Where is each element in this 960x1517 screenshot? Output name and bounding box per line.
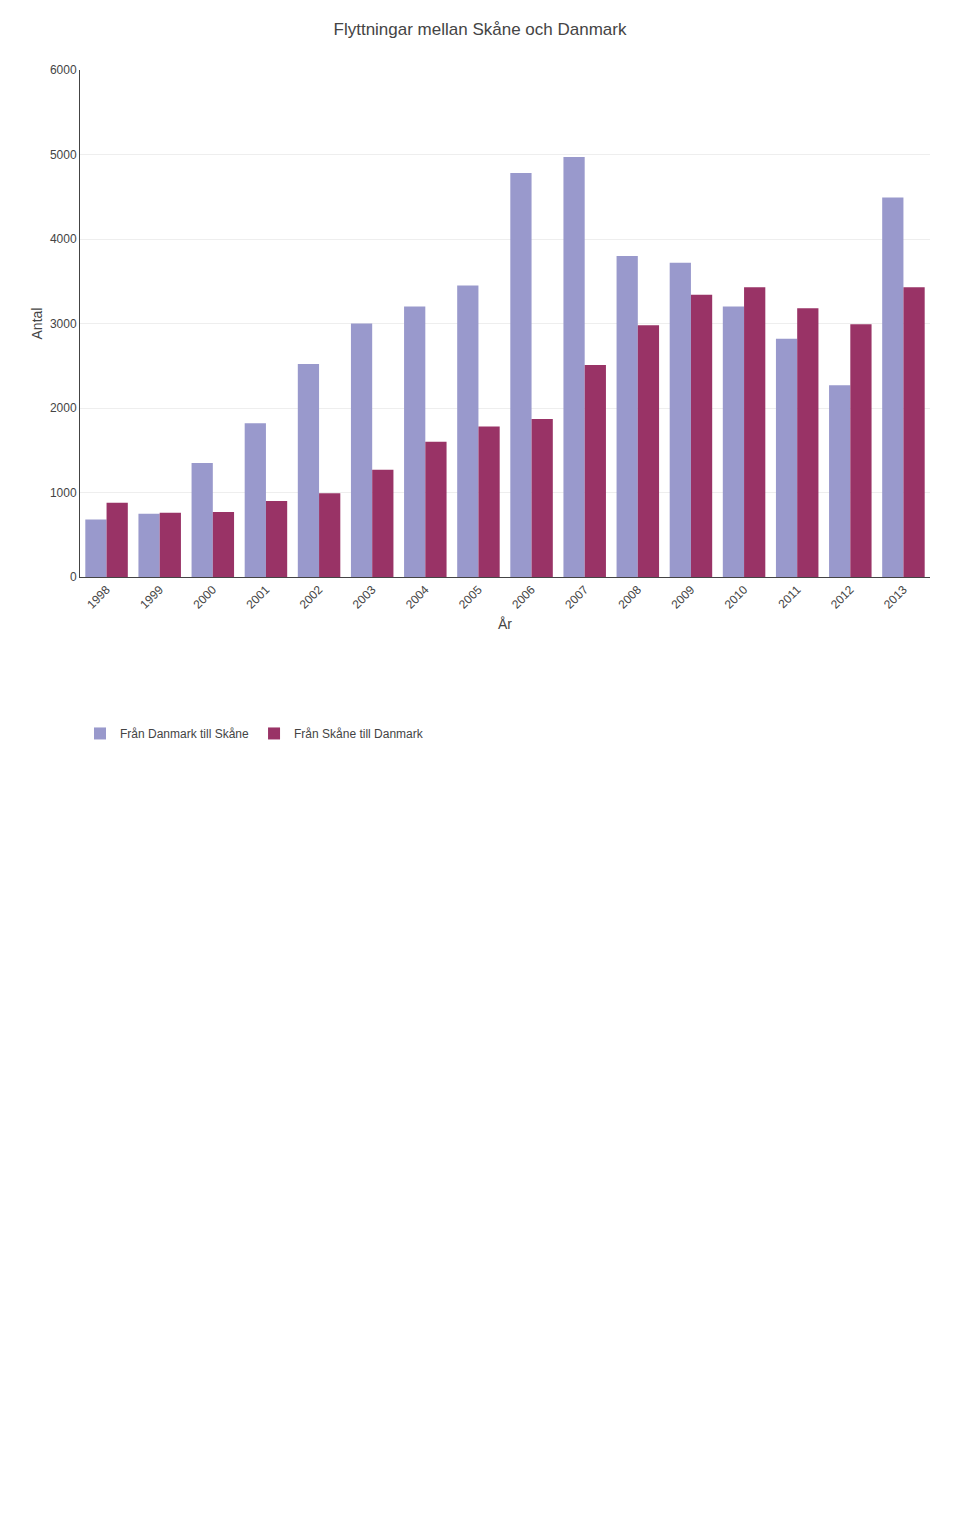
svg-text:4000: 4000 xyxy=(50,232,77,246)
svg-text:2008: 2008 xyxy=(615,583,644,612)
svg-text:6000: 6000 xyxy=(50,63,77,77)
svg-text:År: År xyxy=(498,616,512,632)
svg-text:2001: 2001 xyxy=(244,583,273,612)
svg-text:5000: 5000 xyxy=(50,148,77,162)
svg-text:1999: 1999 xyxy=(137,583,166,612)
svg-text:1000: 1000 xyxy=(50,486,77,500)
svg-text:1998: 1998 xyxy=(84,583,113,612)
svg-text:2004: 2004 xyxy=(403,583,432,612)
svg-text:2000: 2000 xyxy=(50,401,77,415)
svg-text:2002: 2002 xyxy=(297,583,326,612)
svg-text:2007: 2007 xyxy=(562,583,591,612)
svg-text:Från Skåne till Danmark: Från Skåne till Danmark xyxy=(294,727,424,741)
svg-text:2010: 2010 xyxy=(722,583,751,612)
svg-text:Flyttningar mellan Skåne och D: Flyttningar mellan Skåne och Danmark xyxy=(334,20,627,39)
svg-text:2011: 2011 xyxy=(775,583,803,611)
svg-text:2012: 2012 xyxy=(828,583,857,612)
svg-text:2000: 2000 xyxy=(190,583,219,612)
svg-text:Antal: Antal xyxy=(29,308,45,340)
svg-text:2013: 2013 xyxy=(881,583,910,612)
svg-text:0: 0 xyxy=(70,570,77,584)
svg-text:3000: 3000 xyxy=(50,317,77,331)
svg-text:2009: 2009 xyxy=(669,583,698,612)
svg-text:2003: 2003 xyxy=(350,583,379,612)
svg-text:2006: 2006 xyxy=(509,583,538,612)
svg-text:2005: 2005 xyxy=(456,583,485,612)
svg-text:Från Danmark till Skåne: Från Danmark till Skåne xyxy=(120,727,249,741)
